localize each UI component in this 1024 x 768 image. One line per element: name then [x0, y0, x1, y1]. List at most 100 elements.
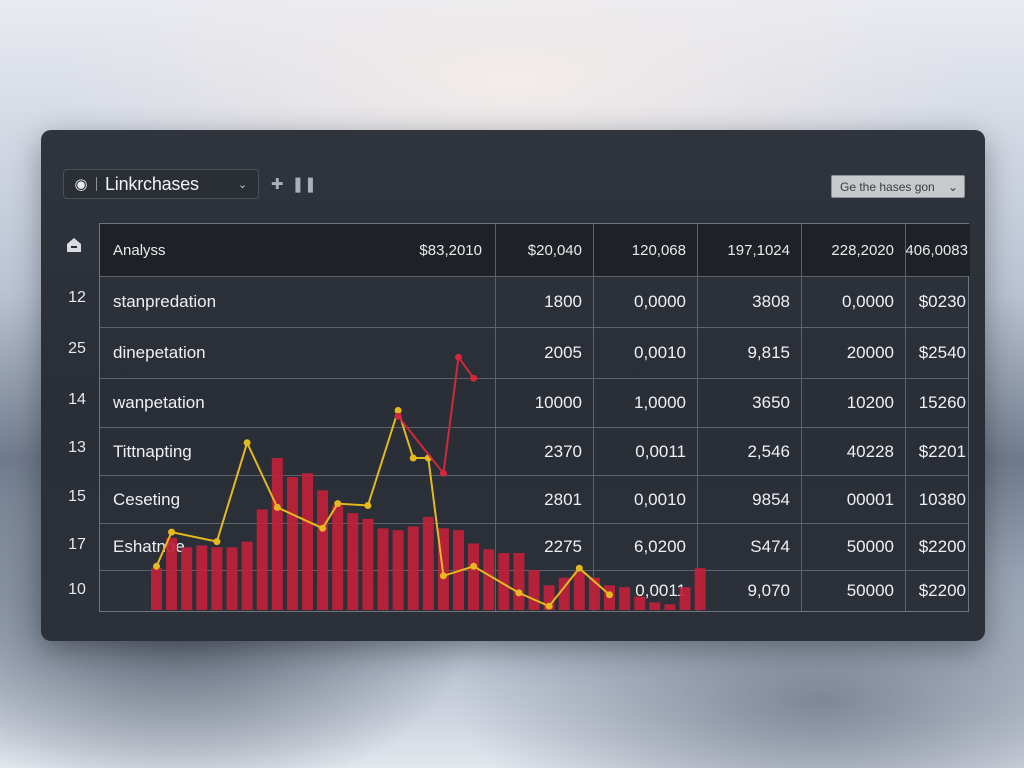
series-point: [273, 503, 281, 511]
toolbar-icons: ✚ ❚❚: [271, 175, 317, 193]
divider: [96, 177, 97, 191]
chart-bar: [664, 604, 676, 610]
chart-bar: [528, 570, 540, 610]
chart-bar: [573, 572, 585, 610]
row-divider: [100, 427, 968, 428]
pause-icon[interactable]: ❚❚: [291, 176, 317, 193]
analysis-table: Analyss $83,2010 $20,040 120,068 197,102…: [99, 223, 970, 612]
series-point: [153, 562, 160, 570]
chart-bar: [619, 587, 631, 610]
chart-bar: [332, 505, 344, 610]
column-header: 120,068: [594, 224, 698, 276]
table-cell: S474: [750, 537, 790, 556]
column-header: Analyss: [113, 241, 166, 259]
table-cell: 1800: [544, 292, 582, 311]
chart-bar: [166, 537, 178, 610]
table-cell: 2005: [544, 343, 582, 362]
table-cell: 9,070: [747, 581, 790, 600]
table-cell: 0,0000: [634, 292, 686, 311]
table-cell: 15260: [918, 393, 966, 412]
goto-dropdown[interactable]: Ge the hases gon ⌄: [831, 175, 965, 198]
table-cell: 00001: [846, 489, 894, 509]
series-point: [409, 454, 417, 462]
row-number: 12: [68, 289, 86, 306]
column-divider: [593, 224, 594, 611]
chart-bar: [558, 577, 570, 610]
account-selector-label: Linkrchases: [105, 173, 199, 194]
series-point: [470, 374, 478, 382]
chart-bar: [679, 587, 691, 610]
chart-bar: [226, 547, 238, 610]
row-divider: [100, 378, 968, 379]
account-selector[interactable]: ◉ Linkrchases ⌄: [63, 169, 259, 199]
chart-bar: [211, 547, 223, 610]
series-point: [575, 564, 583, 572]
chart-bar: [498, 553, 510, 610]
table-cell: 9,815: [747, 343, 790, 362]
chart-bar: [468, 543, 480, 610]
row-divider: [100, 276, 968, 277]
series-point: [606, 591, 613, 599]
chart-bar: [407, 526, 419, 610]
column-header: 406,0083: [905, 224, 970, 276]
table-cell: $2201: [918, 441, 966, 461]
chart-bar: [347, 513, 359, 610]
column-divider: [697, 224, 698, 611]
red-series-line: [397, 354, 475, 476]
table-cell: 9854: [752, 489, 790, 509]
chart-bar: [377, 528, 389, 610]
row-label: stanpredation: [113, 292, 217, 311]
user-icon: ◉: [74, 176, 88, 193]
chart-bar: [286, 477, 298, 610]
series-point: [545, 602, 553, 610]
series-point: [515, 589, 523, 597]
table-cell: 0,0011: [635, 441, 686, 461]
table-cell: $2540: [918, 343, 966, 362]
home-icon: [67, 238, 81, 252]
column-divider: [495, 224, 496, 611]
table-cell: 2275: [544, 537, 582, 556]
row-number: 14: [68, 391, 86, 408]
chart-bar: [317, 490, 329, 610]
table-cell: 6,0200: [634, 537, 686, 556]
series-point: [364, 502, 372, 509]
row-label: Tittnapting: [113, 441, 192, 461]
table-cell: 0,0010: [634, 489, 686, 509]
series-point: [168, 528, 176, 536]
table-cell: 2,546: [747, 441, 790, 461]
chart-bar: [256, 509, 268, 610]
chart-bar: [151, 568, 162, 610]
table-cell: 1,0000: [634, 393, 686, 412]
row-label: wanpetation: [113, 393, 205, 412]
series-point: [319, 524, 327, 532]
chart-bar: [649, 602, 661, 610]
table-cell: 50000: [846, 537, 894, 556]
table-cell: 2370: [544, 441, 582, 461]
table-cell: $2200: [918, 581, 966, 600]
table-cell: $0230: [918, 292, 966, 311]
move-icon[interactable]: ✚: [271, 176, 284, 193]
table-cell: 0,0010: [634, 343, 686, 362]
table-cell: 10000: [534, 393, 582, 412]
table-cell: 10200: [846, 393, 894, 412]
table-cell: 2801: [544, 489, 582, 509]
table-cell: 0,0011: [635, 581, 686, 600]
row-number: 13: [68, 439, 86, 456]
chart-bar: [181, 547, 193, 610]
column-divider: [801, 224, 802, 611]
series-point: [394, 412, 402, 420]
table-cell: 40228: [846, 441, 894, 461]
column-header: $83,2010: [419, 241, 482, 259]
chart-bar: [694, 568, 706, 610]
chart-bar: [392, 530, 404, 610]
chart-bar: [271, 458, 283, 610]
analysis-window: ◉ Linkrchases ⌄ ✚ ❚❚ Ge the hases gon ⌄ …: [41, 130, 985, 641]
chart-bar: [483, 549, 495, 610]
series-point: [213, 538, 221, 546]
row-number: 17: [68, 536, 86, 553]
chart-bar: [588, 577, 600, 610]
series-point: [243, 439, 251, 447]
row-number: 25: [68, 340, 86, 357]
goto-dropdown-label: Ge the hases gon: [840, 179, 935, 194]
series-point: [439, 572, 447, 580]
